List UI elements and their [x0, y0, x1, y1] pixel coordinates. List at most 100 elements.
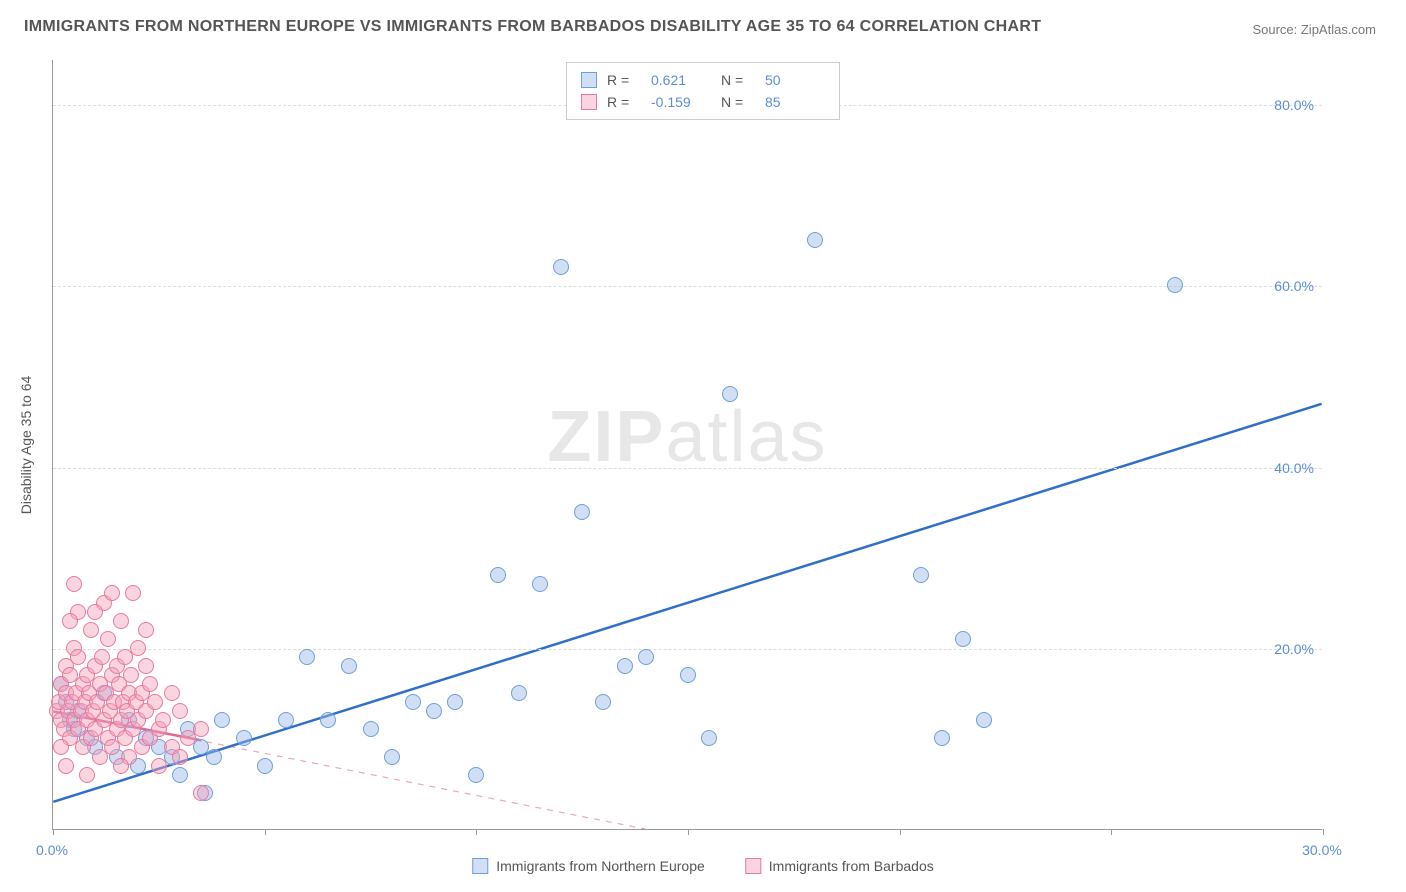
point-series2 — [58, 758, 74, 774]
point-series2 — [94, 649, 110, 665]
point-series1 — [617, 658, 633, 674]
point-series2 — [172, 749, 188, 765]
point-series1 — [320, 712, 336, 728]
gridline — [53, 286, 1322, 287]
point-series2 — [172, 703, 188, 719]
point-series1 — [206, 749, 222, 765]
r-value-1: 0.621 — [651, 72, 711, 88]
source-prefix: Source: — [1252, 22, 1300, 37]
series1-name: Immigrants from Northern Europe — [496, 858, 705, 874]
point-series1 — [680, 667, 696, 683]
point-series1 — [172, 767, 188, 783]
source-name: ZipAtlas.com — [1301, 22, 1376, 37]
point-series1 — [299, 649, 315, 665]
legend-row-series2: R = -0.159 N = 85 — [581, 91, 825, 113]
point-series2 — [113, 758, 129, 774]
point-series1 — [490, 567, 506, 583]
y-tick-label: 60.0% — [1274, 278, 1314, 294]
point-series2 — [147, 694, 163, 710]
point-series2 — [138, 622, 154, 638]
point-series2 — [83, 622, 99, 638]
point-series2 — [53, 739, 69, 755]
point-series1 — [511, 685, 527, 701]
point-series2 — [66, 576, 82, 592]
point-series1 — [934, 730, 950, 746]
point-series1 — [976, 712, 992, 728]
point-series1 — [236, 730, 252, 746]
y-axis-title: Disability Age 35 to 64 — [18, 376, 34, 515]
point-series1 — [341, 658, 357, 674]
point-series2 — [138, 658, 154, 674]
correlation-legend: R = 0.621 N = 50 R = -0.159 N = 85 — [566, 62, 840, 120]
point-series1 — [807, 232, 823, 248]
point-series2 — [193, 785, 209, 801]
x-tick-label: 0.0% — [36, 842, 68, 858]
point-series2 — [113, 613, 129, 629]
x-tick-label: 30.0% — [1302, 842, 1342, 858]
point-series1 — [1167, 277, 1183, 293]
point-series1 — [595, 694, 611, 710]
n-value-2: 85 — [765, 94, 825, 110]
legend-row-series1: R = 0.621 N = 50 — [581, 69, 825, 91]
r-label-2: R = — [607, 94, 641, 110]
swatch-series1-bottom — [472, 858, 488, 874]
chart-title: IMMIGRANTS FROM NORTHERN EUROPE VS IMMIG… — [24, 18, 1041, 36]
point-series1 — [468, 767, 484, 783]
x-tick — [53, 829, 54, 835]
point-series1 — [426, 703, 442, 719]
r-value-2: -0.159 — [651, 94, 711, 110]
point-series1 — [701, 730, 717, 746]
n-value-1: 50 — [765, 72, 825, 88]
point-series1 — [257, 758, 273, 774]
point-series2 — [193, 721, 209, 737]
point-series2 — [70, 649, 86, 665]
x-tick — [688, 829, 689, 835]
point-series2 — [151, 758, 167, 774]
point-series1 — [638, 649, 654, 665]
gridline — [53, 468, 1322, 469]
point-series2 — [104, 585, 120, 601]
trend-lines-layer — [53, 60, 1322, 829]
x-tick — [476, 829, 477, 835]
point-series2 — [142, 676, 158, 692]
point-series1 — [955, 631, 971, 647]
series-legend: Immigrants from Northern Europe Immigran… — [472, 858, 933, 874]
point-series2 — [130, 640, 146, 656]
source-attribution: Source: ZipAtlas.com — [1252, 22, 1376, 37]
watermark: ZIPatlas — [547, 395, 827, 477]
point-series1 — [278, 712, 294, 728]
swatch-series2-bottom — [745, 858, 761, 874]
point-series2 — [125, 585, 141, 601]
point-series1 — [363, 721, 379, 737]
y-tick-label: 40.0% — [1274, 460, 1314, 476]
y-tick-label: 80.0% — [1274, 97, 1314, 113]
point-series1 — [574, 504, 590, 520]
x-tick — [265, 829, 266, 835]
point-series2 — [123, 667, 139, 683]
r-label-1: R = — [607, 72, 641, 88]
point-series1 — [532, 576, 548, 592]
x-tick — [1111, 829, 1112, 835]
watermark-bold: ZIP — [547, 396, 665, 476]
watermark-light: atlas — [665, 396, 827, 476]
n-label-2: N = — [721, 94, 755, 110]
x-tick — [900, 829, 901, 835]
point-series2 — [100, 631, 116, 647]
swatch-series1 — [581, 72, 597, 88]
point-series1 — [913, 567, 929, 583]
point-series1 — [553, 259, 569, 275]
point-series1 — [214, 712, 230, 728]
point-series1 — [447, 694, 463, 710]
point-series2 — [164, 685, 180, 701]
plot-area: ZIPatlas 20.0% 40.0% 60.0% 80.0% — [52, 60, 1322, 830]
point-series1 — [384, 749, 400, 765]
y-tick-label: 20.0% — [1274, 641, 1314, 657]
n-label-1: N = — [721, 72, 755, 88]
legend-item-series1: Immigrants from Northern Europe — [472, 858, 705, 874]
legend-item-series2: Immigrants from Barbados — [745, 858, 934, 874]
point-series2 — [87, 604, 103, 620]
point-series2 — [62, 613, 78, 629]
point-series1 — [405, 694, 421, 710]
series2-name: Immigrants from Barbados — [769, 858, 934, 874]
x-tick — [1323, 829, 1324, 835]
